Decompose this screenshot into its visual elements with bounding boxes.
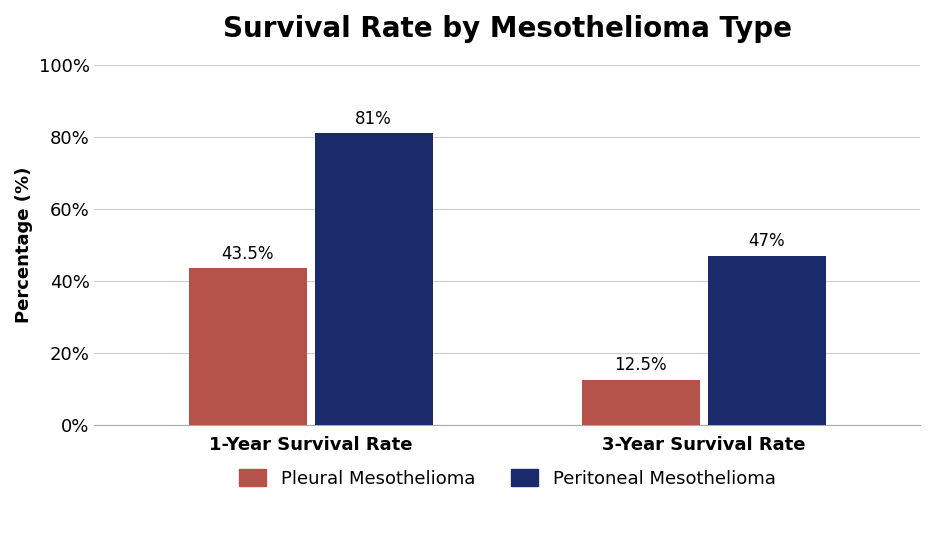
Text: 43.5%: 43.5% <box>222 245 274 263</box>
Bar <box>314 133 433 425</box>
Bar <box>708 255 826 425</box>
Text: 12.5%: 12.5% <box>614 357 668 375</box>
Title: Survival Rate by Mesothelioma Type: Survival Rate by Mesothelioma Type <box>223 15 792 43</box>
Y-axis label: Percentage (%): Percentage (%) <box>15 167 33 323</box>
Legend: Pleural Mesothelioma, Peritoneal Mesothelioma: Pleural Mesothelioma, Peritoneal Mesothe… <box>232 462 783 495</box>
Bar <box>189 268 307 425</box>
Text: 47%: 47% <box>748 232 785 250</box>
Bar <box>582 380 699 425</box>
Text: 81%: 81% <box>355 110 392 128</box>
